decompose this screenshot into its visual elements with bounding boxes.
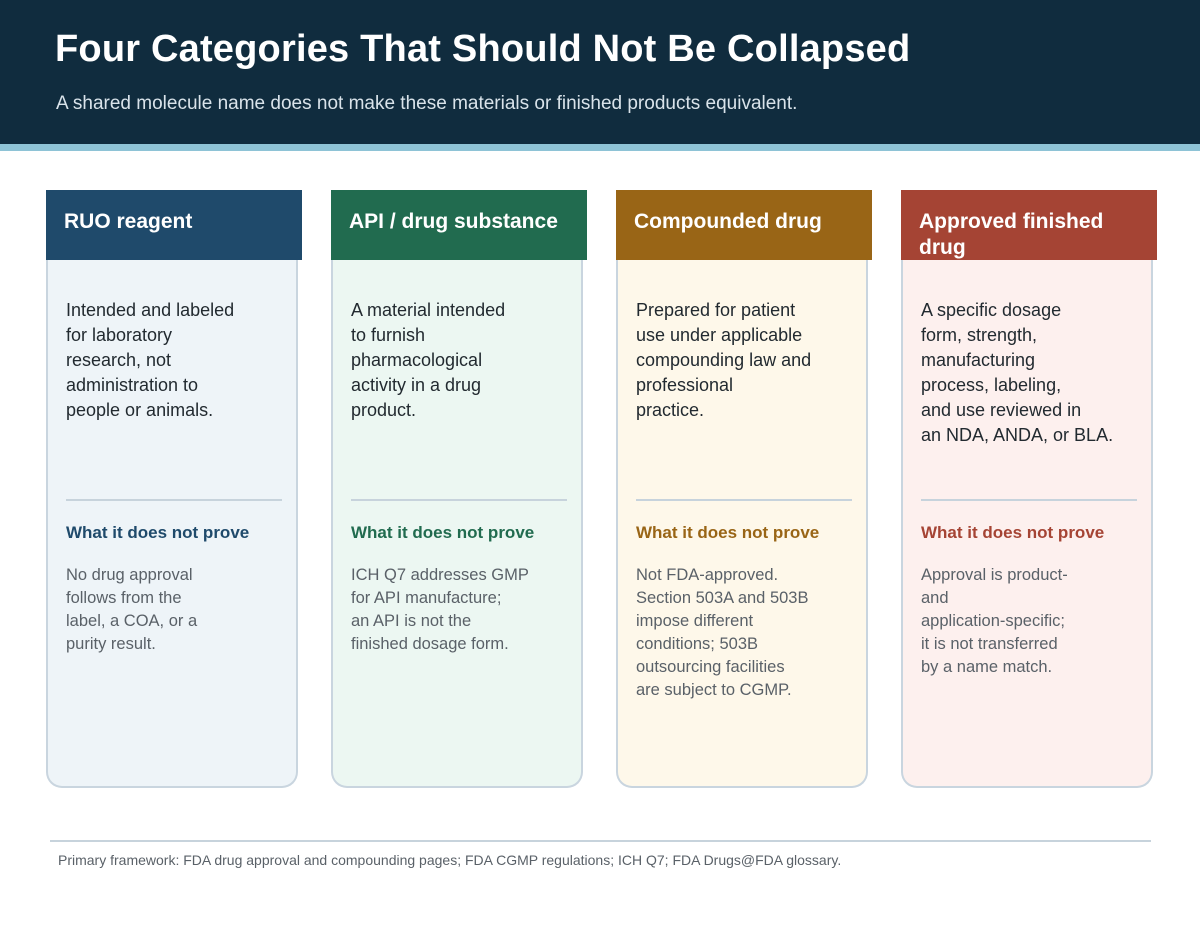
card-description: A material intended to furnish pharmacol… [351,300,506,420]
header-banner: Four Categories That Should Not Be Colla… [0,0,1200,144]
card-subheading: What it does not prove [66,523,250,542]
card-subheading: What it does not prove [351,523,535,542]
card-api-drug-substance: API / drug substance A material intended… [331,190,587,788]
card-subheading: What it does not prove [636,523,820,542]
source-note: Primary framework: FDA drug approval and… [58,852,842,868]
card-note: Not FDA-approved. Section 503A and 503B … [636,566,809,699]
page-title: Four Categories That Should Not Be Colla… [55,28,911,70]
card-approved-finished-drug: Approved finished drug A specific dosage… [901,190,1157,788]
card-note: No drug approval follows from the label,… [66,566,198,653]
card-note: Approval is product- and application-spe… [921,566,1068,676]
page-subtitle: A shared molecule name does not make the… [56,93,798,114]
card-title: API / drug substance [331,190,587,260]
card-title: Compounded drug [616,190,872,260]
card-ruo-reagent: RUO reagent Intended and labeled for lab… [46,190,302,788]
card-divider [636,499,852,501]
footer-divider [50,840,1151,842]
header-accent-rule [0,144,1200,151]
card-title: RUO reagent [46,190,302,260]
card-note: ICH Q7 addresses GMP for API manufacture… [351,566,529,653]
card-divider [351,499,567,501]
card-subheading: What it does not prove [921,523,1105,542]
card-description: Prepared for patient use under applicabl… [636,300,812,420]
card-divider [921,499,1137,501]
card-divider [66,499,282,501]
card-description: A specific dosage form, strength, manufa… [921,300,1114,445]
card-compounded-drug: Compounded drug Prepared for patient use… [616,190,872,788]
card-description: Intended and labeled for laboratory rese… [66,300,235,420]
card-title: Approved finished drug [901,190,1157,260]
